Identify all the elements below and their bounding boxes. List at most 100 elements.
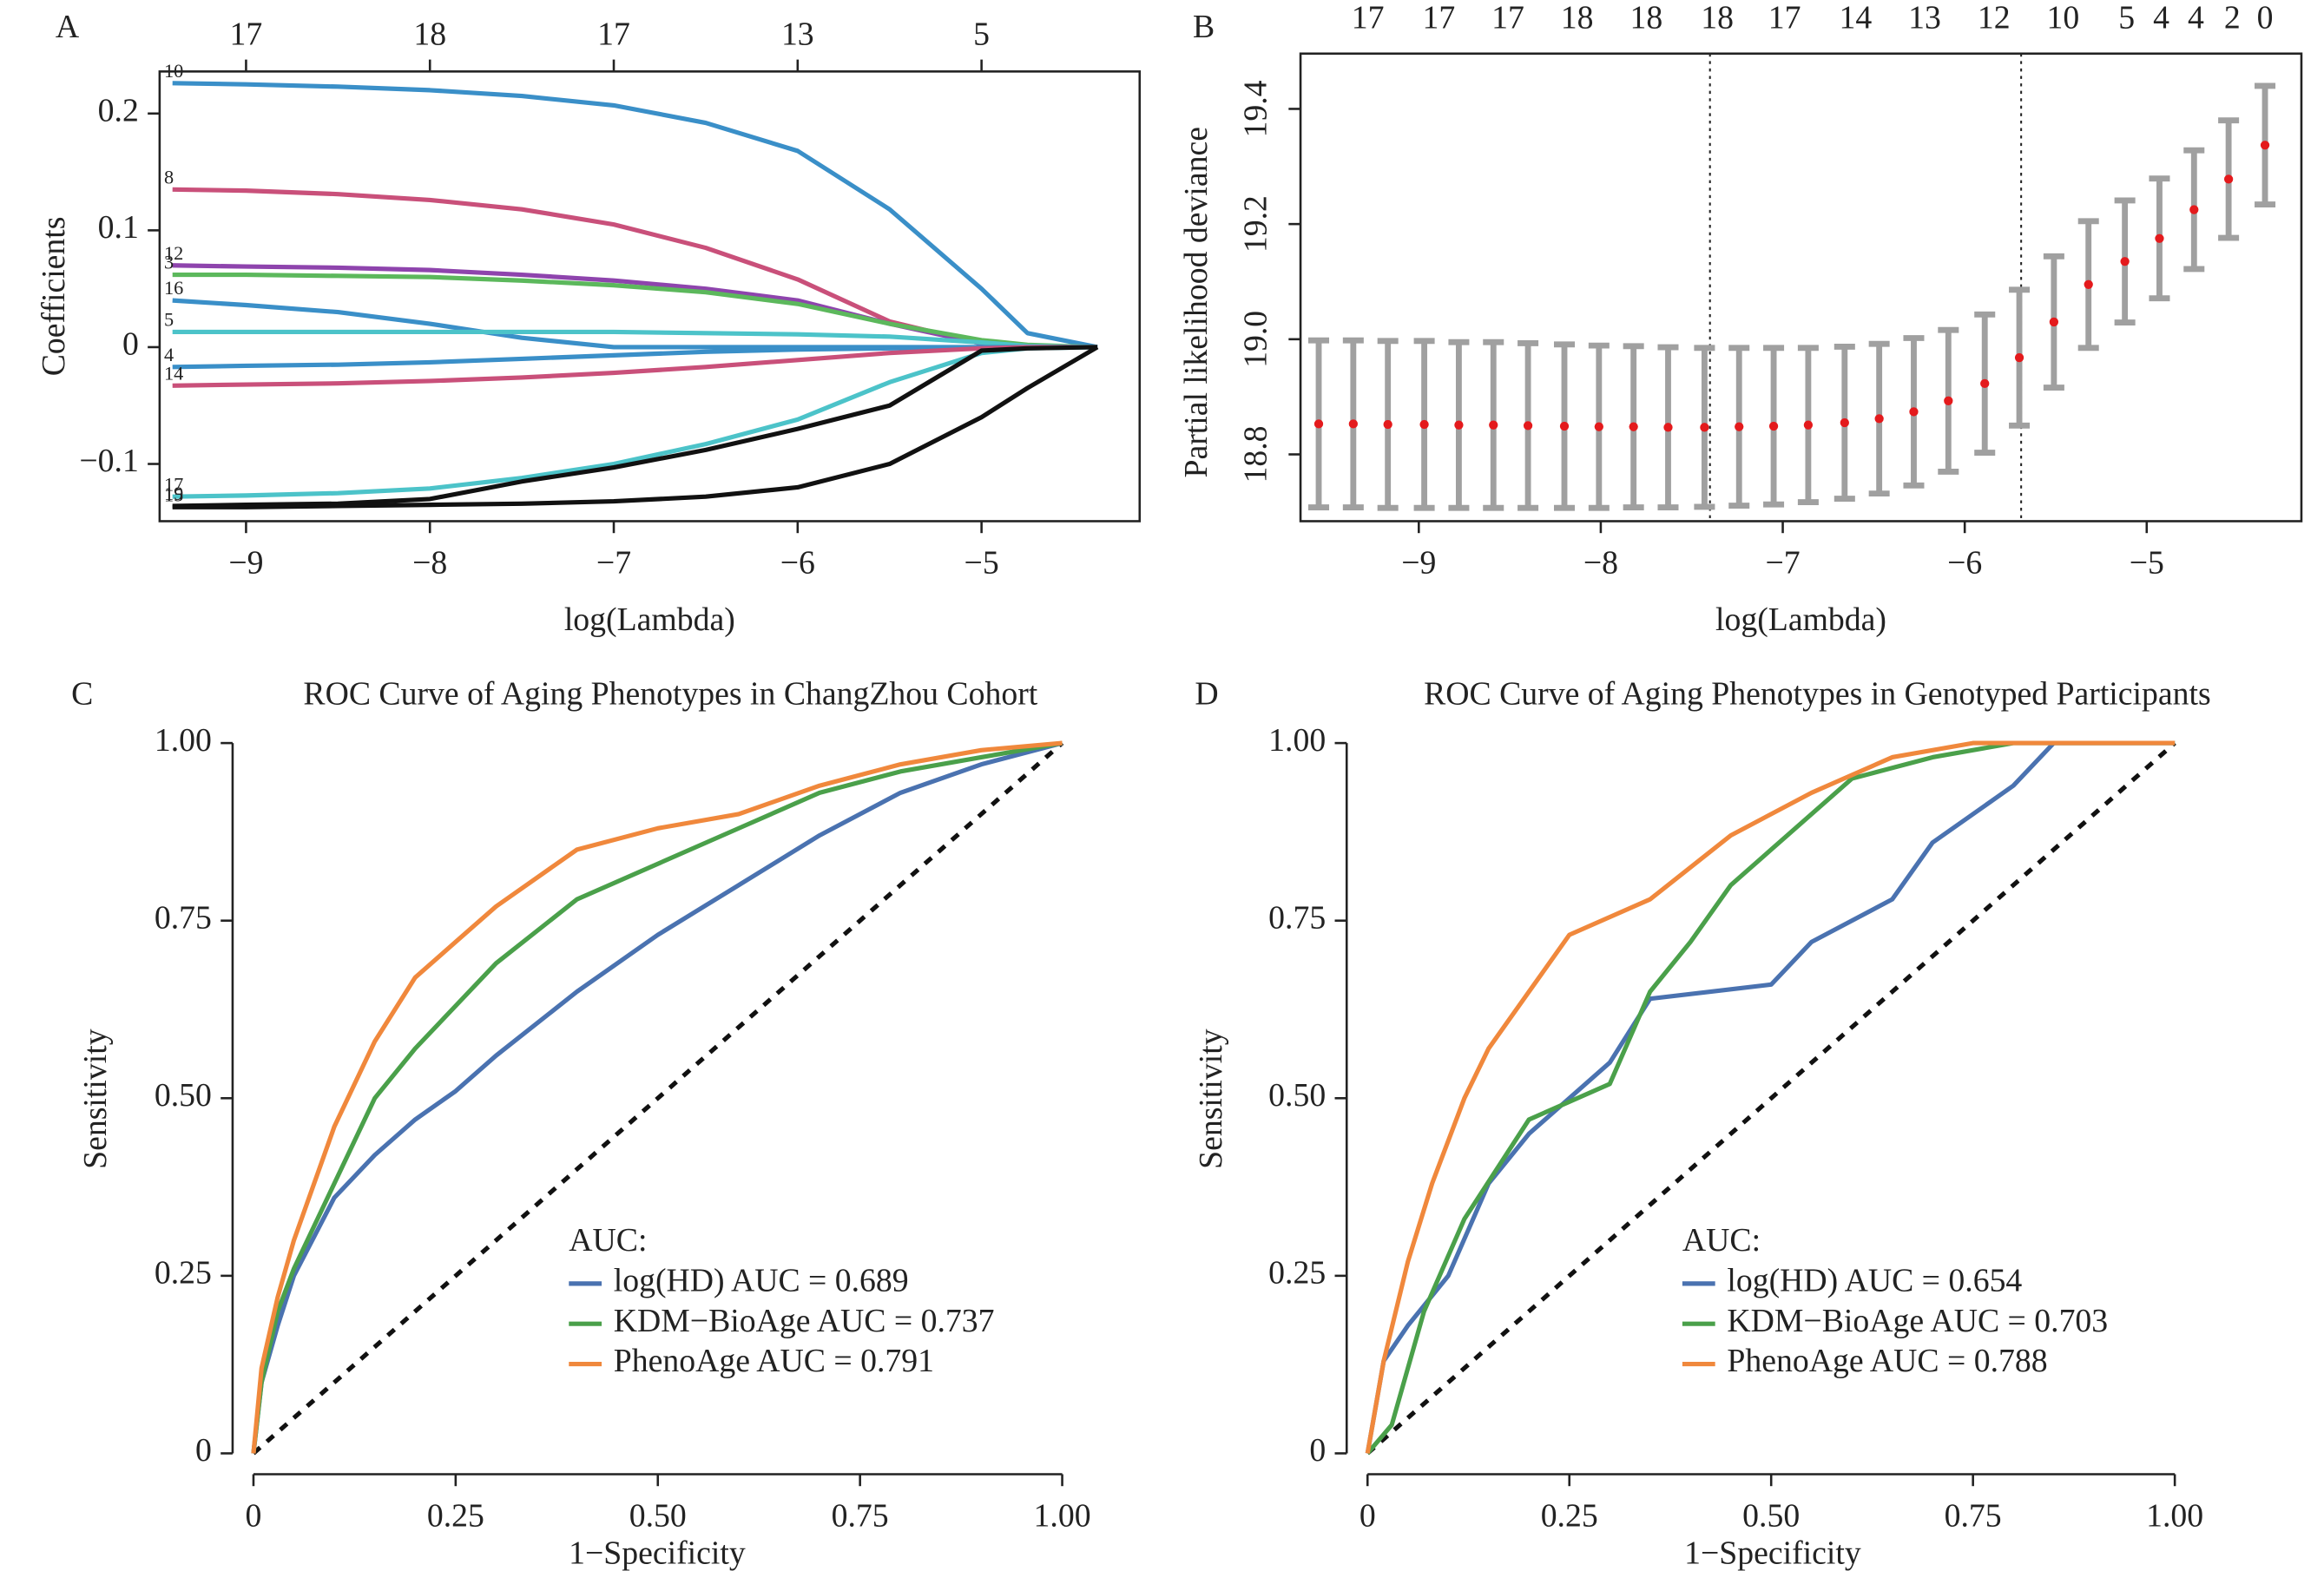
series-line bbox=[172, 345, 1099, 509]
top-tick-label: 17 bbox=[1768, 0, 1801, 36]
x-tick-label: −5 bbox=[964, 545, 999, 582]
line-label: 14 bbox=[164, 362, 183, 384]
y-tick-label: 0 bbox=[1309, 1432, 1326, 1469]
point bbox=[1663, 423, 1673, 432]
x-tick-label: 0.25 bbox=[427, 1498, 484, 1535]
y-tick-label: 0.1 bbox=[98, 209, 139, 246]
chart-title: ROC Curve of Aging Phenotypes in ChangZh… bbox=[303, 676, 1037, 713]
x-tick-label: −9 bbox=[228, 545, 263, 582]
point bbox=[1489, 420, 1498, 430]
series-line bbox=[1366, 740, 2176, 1456]
x-tick-label: 0.75 bbox=[832, 1498, 889, 1535]
point bbox=[1944, 396, 1953, 405]
series-line bbox=[1365, 740, 2176, 1454]
y-tick-label: 0.25 bbox=[155, 1255, 212, 1292]
y-tick-label: 0 bbox=[195, 1432, 212, 1469]
point bbox=[1523, 421, 1533, 431]
legend-label: PhenoAge AUC = 0.791 bbox=[614, 1343, 934, 1379]
point bbox=[2223, 174, 2234, 184]
point bbox=[1735, 422, 1744, 431]
diagonal bbox=[1366, 741, 2176, 1456]
x-tick-label: 1.00 bbox=[1034, 1498, 1091, 1535]
line-label: 15 bbox=[164, 483, 183, 505]
top-tick-label: 5 bbox=[2118, 0, 2135, 36]
y-tick-label: 1.00 bbox=[1268, 722, 1326, 759]
legend-label: log(HD) AUC = 0.689 bbox=[614, 1263, 909, 1299]
x-tick-label: 1.00 bbox=[2146, 1498, 2203, 1535]
y-tick-label: −0.1 bbox=[79, 443, 138, 479]
x-tick-label: −5 bbox=[2130, 545, 2164, 582]
series-line bbox=[172, 81, 1098, 350]
x-tick-label: 0.50 bbox=[629, 1498, 687, 1535]
plot-frame bbox=[158, 70, 1142, 523]
legend-title: AUC: bbox=[1682, 1222, 1761, 1259]
line-label: 5 bbox=[164, 309, 174, 331]
series-line bbox=[251, 740, 1063, 1454]
x-tick-label: −7 bbox=[1765, 545, 1800, 582]
line-label: 17 bbox=[164, 473, 183, 495]
point bbox=[1313, 419, 1324, 429]
x-tick-label: 0.50 bbox=[1742, 1498, 1800, 1535]
x-tick-label: −6 bbox=[1947, 545, 1982, 582]
top-tick-label: 4 bbox=[2188, 0, 2204, 36]
y-tick-label: 0 bbox=[122, 326, 139, 363]
x-tick-label: 0.25 bbox=[1541, 1498, 1598, 1535]
y-tick-label: 0.75 bbox=[155, 899, 212, 936]
point bbox=[1840, 417, 1849, 428]
point bbox=[1454, 420, 1464, 430]
y-tick-label: 19.4 bbox=[1238, 80, 1274, 137]
y-axis-label: Partial likelihood deviance bbox=[1178, 127, 1215, 477]
top-tick-label: 17 bbox=[1491, 0, 1524, 36]
point bbox=[1909, 407, 1919, 417]
y-tick-label: 19.2 bbox=[1238, 195, 1274, 253]
point bbox=[1874, 414, 1884, 424]
point bbox=[1700, 423, 1709, 432]
x-tick-label: −8 bbox=[412, 545, 447, 582]
line-label: 19 bbox=[164, 483, 183, 504]
y-tick-label: 0.25 bbox=[1268, 1255, 1326, 1292]
line-label: 16 bbox=[164, 277, 183, 299]
top-tick-label: 18 bbox=[1701, 0, 1734, 36]
panel-label: B bbox=[1193, 9, 1215, 45]
series-line bbox=[1365, 740, 2176, 1454]
y-tick-label: 0.50 bbox=[155, 1077, 212, 1114]
top-tick-label: 13 bbox=[781, 16, 814, 53]
top-tick-label: 17 bbox=[230, 16, 263, 53]
x-tick-label: −6 bbox=[780, 545, 815, 582]
y-tick-label: 0.50 bbox=[1268, 1077, 1326, 1114]
point bbox=[1594, 422, 1603, 431]
top-tick-label: 17 bbox=[1352, 0, 1385, 36]
x-tick-label: −7 bbox=[596, 545, 631, 582]
line-label: 8 bbox=[164, 166, 174, 187]
y-tick-label: 18.8 bbox=[1238, 425, 1274, 483]
point bbox=[1348, 419, 1358, 429]
top-tick-label: 12 bbox=[1978, 0, 2011, 36]
top-tick-label: 18 bbox=[413, 16, 446, 53]
diagonal bbox=[252, 741, 1064, 1456]
legend-title: AUC: bbox=[569, 1222, 647, 1259]
panel-label: D bbox=[1195, 676, 1218, 713]
series-line bbox=[172, 345, 1098, 509]
legend-label: KDM−BioAge AUC = 0.737 bbox=[614, 1303, 995, 1339]
x-axis-label: log(Lambda) bbox=[564, 601, 735, 638]
line-label: 4 bbox=[164, 344, 174, 365]
series-line bbox=[251, 740, 1063, 1454]
line-label: 3 bbox=[164, 252, 174, 273]
x-tick-label: 0 bbox=[1360, 1498, 1376, 1535]
y-axis-label: Coefficients bbox=[36, 217, 72, 377]
x-tick-label: 0.75 bbox=[1945, 1498, 2002, 1535]
legend-label: PhenoAge AUC = 0.788 bbox=[1727, 1343, 2047, 1379]
top-tick-label: 0 bbox=[2257, 0, 2274, 36]
point bbox=[1980, 378, 1990, 389]
point bbox=[1768, 421, 1779, 431]
top-tick-label: 18 bbox=[1561, 0, 1594, 36]
point bbox=[1419, 419, 1429, 430]
top-tick-label: 13 bbox=[1908, 0, 1941, 36]
chart-title: ROC Curve of Aging Phenotypes in Genotyp… bbox=[1424, 676, 2211, 713]
x-axis-label: log(Lambda) bbox=[1715, 601, 1886, 638]
point bbox=[2014, 352, 2024, 363]
x-tick-label: 0 bbox=[246, 1498, 262, 1535]
point bbox=[2155, 233, 2164, 243]
top-tick-label: 4 bbox=[2153, 0, 2169, 36]
